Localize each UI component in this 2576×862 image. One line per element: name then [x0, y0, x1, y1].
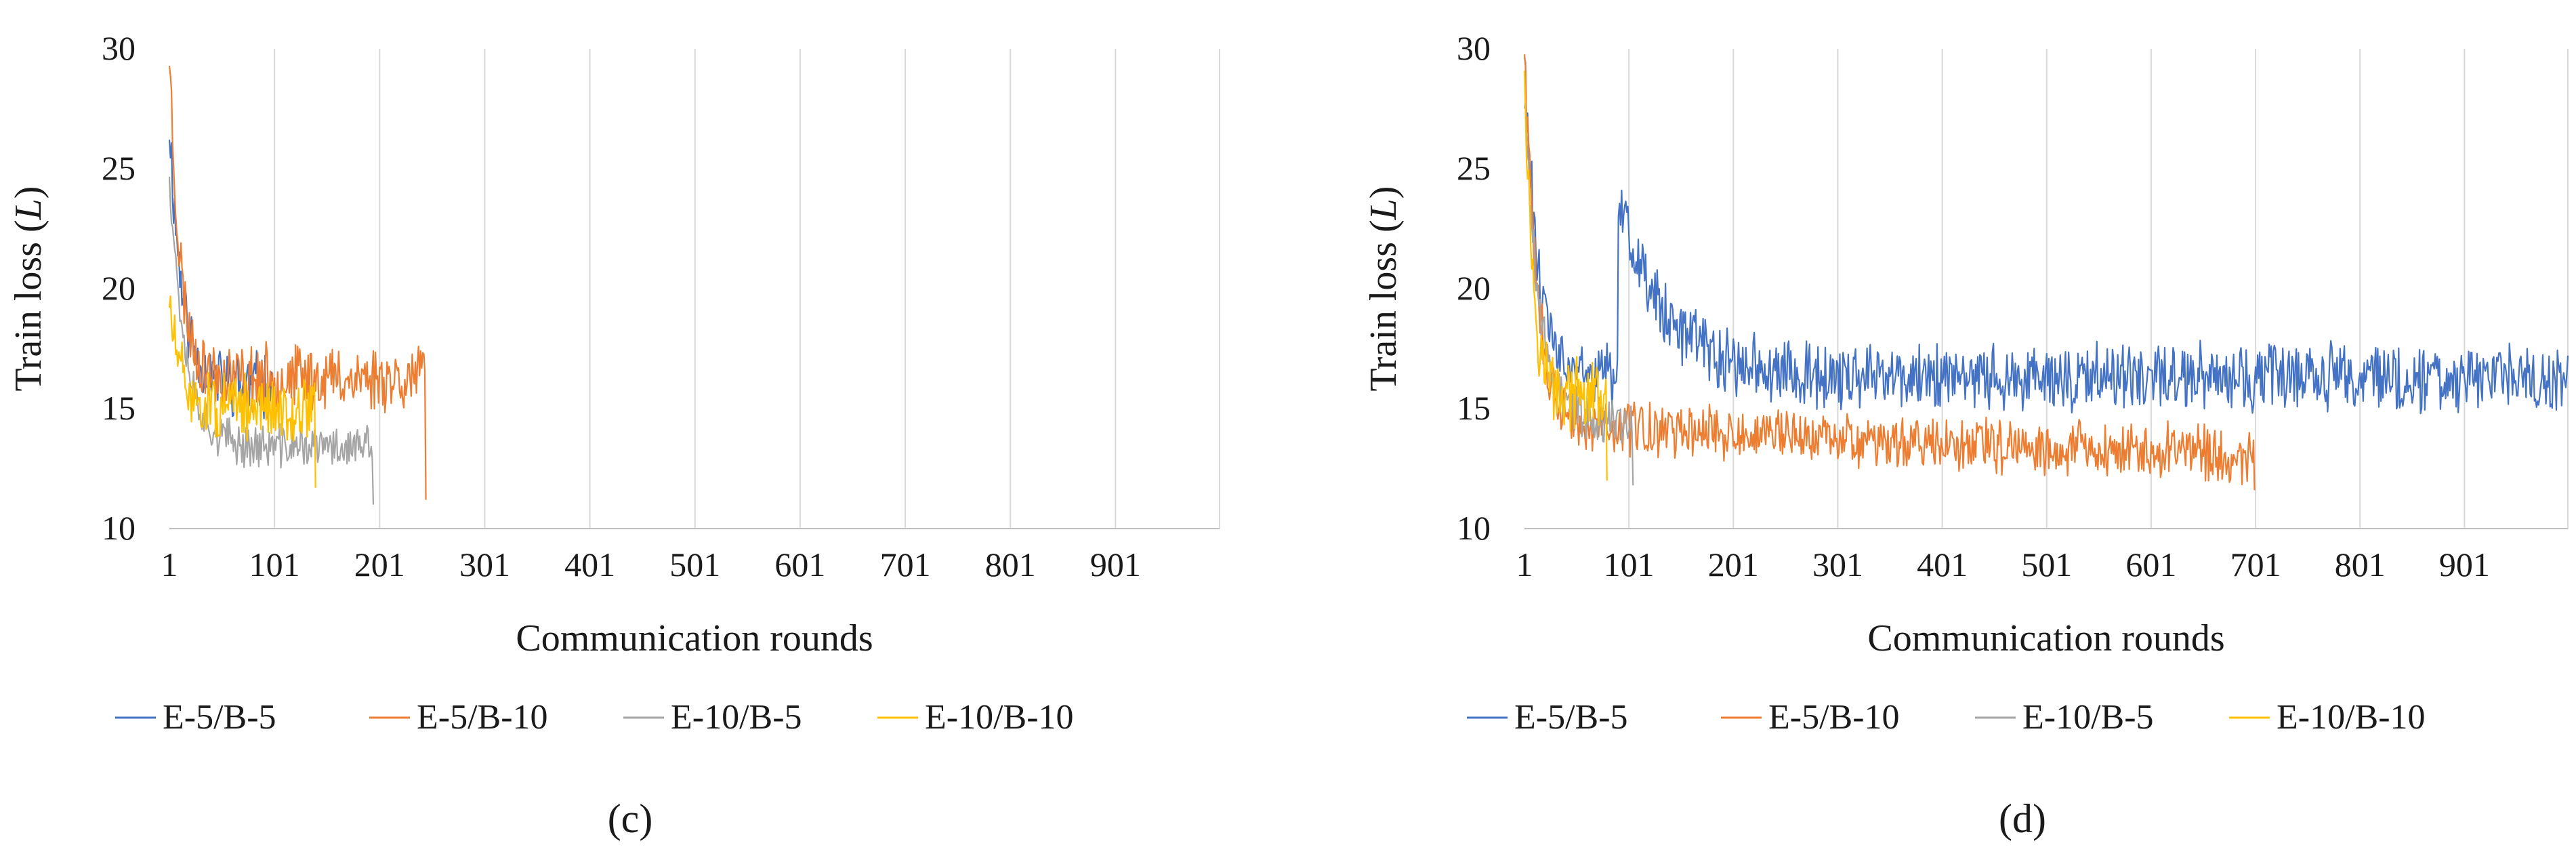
- x-tick-label: 601: [774, 546, 825, 583]
- x-tick-label: 501: [2021, 546, 2072, 583]
- x-tick-label: 201: [354, 546, 405, 583]
- x-tick-label: 1: [1516, 546, 1533, 583]
- legend-label: E-5/B-5: [163, 698, 276, 737]
- legend-label: E-5/B-10: [1768, 698, 1900, 737]
- series-line-e-10-b-10: [168, 295, 316, 488]
- y-tick-label: 30: [102, 29, 136, 67]
- y-tick-label: 15: [102, 389, 136, 427]
- x-tick-label: 401: [564, 546, 615, 583]
- y-tick-label: 15: [1457, 389, 1491, 427]
- legend-label: E-10/B-5: [671, 698, 802, 737]
- legend-label: E-5/B-5: [1514, 698, 1628, 737]
- y-tick-label: 20: [1457, 269, 1491, 307]
- x-tick-label: 301: [1812, 546, 1863, 583]
- panel-label: (d): [1999, 796, 2046, 841]
- x-tick-label: 301: [459, 546, 510, 583]
- x-tick-label: 1: [161, 546, 178, 583]
- series-line-e-10-b-5: [168, 176, 375, 505]
- x-tick-label: 501: [669, 546, 720, 583]
- y-tick-label: 25: [102, 149, 136, 187]
- x-tick-label: 901: [2439, 546, 2490, 583]
- y-tick-label: 30: [1457, 29, 1491, 67]
- y-tick-label: 25: [1457, 149, 1491, 187]
- x-tick-label: 201: [1708, 546, 1759, 583]
- x-axis-title: Communication rounds: [1867, 617, 2224, 659]
- series-line-e-10-b-10: [1523, 70, 1608, 481]
- y-axis-title: Train loss (L): [7, 186, 49, 392]
- panel-label: (c): [608, 796, 653, 841]
- legend-label: E-10/B-5: [2022, 698, 2154, 737]
- x-tick-label: 101: [249, 546, 300, 583]
- x-tick-label: 801: [2335, 546, 2386, 583]
- series-line-e-5-b-10: [1523, 54, 2256, 491]
- x-tick-label: 401: [1917, 546, 1968, 583]
- legend-label: E-10/B-10: [2277, 698, 2426, 737]
- y-tick-label: 10: [102, 509, 136, 547]
- x-tick-label: 101: [1604, 546, 1655, 583]
- x-tick-label: 701: [880, 546, 931, 583]
- legend-label: E-5/B-10: [417, 698, 548, 737]
- y-tick-label: 10: [1457, 509, 1491, 547]
- x-tick-label: 701: [2230, 546, 2281, 583]
- x-axis-title: Communication rounds: [516, 617, 873, 659]
- y-tick-label: 20: [102, 269, 136, 307]
- x-tick-label: 801: [985, 546, 1036, 583]
- y-axis-title: Train loss (L): [1363, 186, 1405, 392]
- legend-label: E-10/B-10: [925, 698, 1074, 737]
- x-tick-label: 901: [1090, 546, 1141, 583]
- series-line-e-5-b-10: [168, 65, 427, 500]
- x-tick-label: 601: [2125, 546, 2176, 583]
- series-line-e-5-b-5: [1523, 57, 2569, 415]
